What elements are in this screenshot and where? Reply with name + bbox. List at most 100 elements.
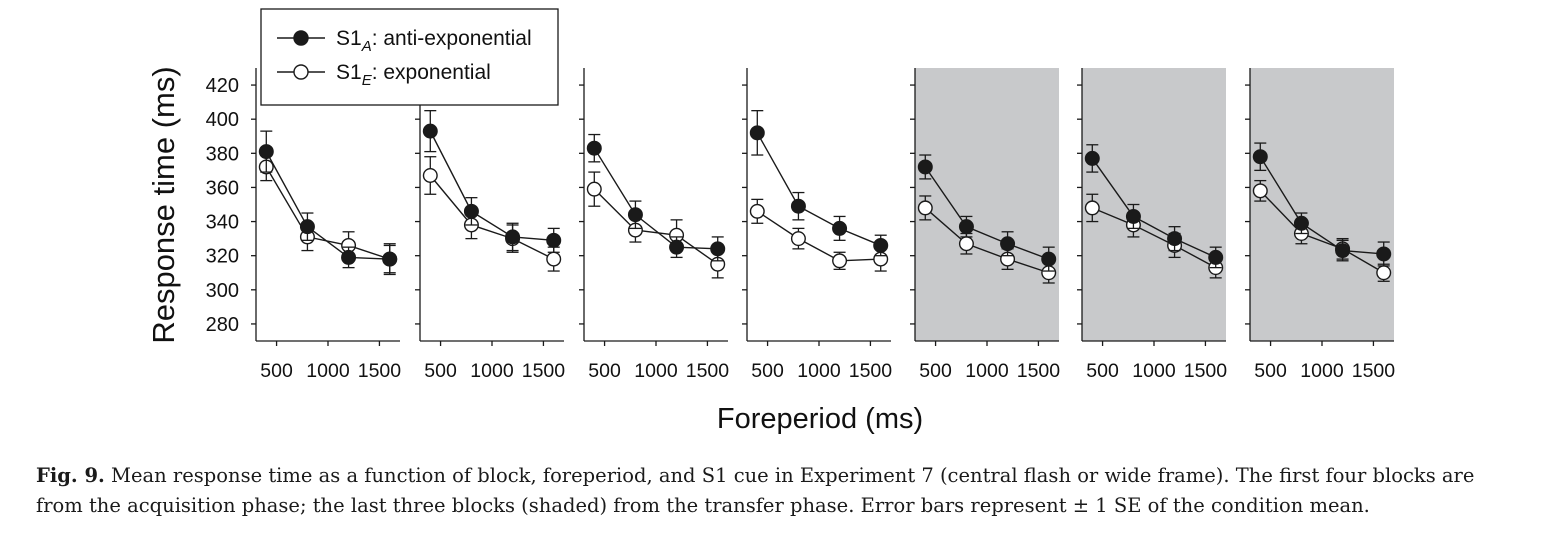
x-tick-label: 1500 [1352,360,1396,382]
series-exponential [917,195,1057,284]
panels-layer: 500 1000 1500 500 1000 1500 500 1000 1500 500 1000… [251,68,1395,382]
series-anti-exponential [586,133,726,262]
x-tick-label: 500 [751,360,784,382]
caption-text: Mean response time as a function of bloc… [36,464,1475,517]
data-point [1293,215,1309,231]
panel-2: 500 1000 1500 [415,68,565,382]
x-tick-label: 1000 [306,360,350,382]
series-line [1259,190,1385,274]
data-point [790,231,806,247]
data-point [917,200,933,216]
panel-1: 500 1000 1500 [251,68,401,382]
data-point [586,140,602,156]
data-point [422,167,438,183]
transfer-shading [915,68,1059,341]
data-point [1376,265,1392,281]
series-line [265,166,390,260]
data-point [749,125,765,141]
data-point [1335,243,1351,259]
series-line [924,207,1049,274]
y-tick-label: 380 [206,143,239,165]
series-exponential [586,171,726,279]
legend-box [260,8,559,106]
x-tick-label: 500 [1086,360,1119,382]
series-line [1091,158,1217,259]
data-point [1208,249,1224,265]
data-point [1252,183,1268,199]
data-point [669,239,685,255]
data-point [1167,231,1183,247]
data-point [586,181,602,197]
series-anti-exponential [422,110,562,253]
series-line [924,166,1049,260]
series-line [593,188,719,265]
data-point [958,236,974,252]
data-point [1125,208,1141,224]
data-point [627,207,643,223]
y-tick-label: 280 [206,314,239,336]
x-tick-label: 1500 [358,360,402,382]
transfer-shading [1082,68,1226,341]
data-point [546,232,562,248]
series-exponential [422,156,562,272]
data-point [1084,150,1100,166]
data-point [258,144,274,160]
x-tick-label: 1000 [470,360,514,382]
data-point [1252,149,1268,165]
series-line [593,147,718,250]
series-exponential [749,198,889,272]
legend-marker [293,30,309,46]
y-tick-label: 420 [206,75,239,97]
data-point [546,251,562,267]
data-point [341,249,357,265]
y-axis: 280 300 320 340 360 380 400 420 [206,75,239,336]
y-tick-label: 300 [206,280,239,302]
x-tick-label: 1500 [1017,360,1061,382]
caption-label: Fig. 9. [36,464,105,487]
x-tick-label: 1500 [522,360,566,382]
x-tick-label: 1000 [965,360,1009,382]
data-point [299,219,315,235]
data-point [749,203,765,219]
data-point [1000,236,1016,252]
legend-label: S1E: exponential [336,61,491,89]
legend-entry-2: S1E: exponential [277,61,491,89]
x-tick-label: 500 [588,360,621,382]
x-tick-label: 1500 [849,360,893,382]
data-point [1376,246,1392,262]
series-exponential [258,152,398,276]
series-line [429,130,554,242]
y-tick-label: 400 [206,109,239,131]
data-point [710,241,726,257]
x-tick-label: 1000 [634,360,678,382]
panel-3: 500 1000 1500 [579,68,729,382]
series-line [1092,207,1217,269]
data-point [873,237,889,253]
series-anti-exponential [917,154,1057,272]
y-tick-label: 320 [206,246,239,268]
data-point [463,203,479,219]
data-point [1084,200,1100,216]
panel-6: 500 1000 1500 [1077,68,1227,382]
series-line [1259,156,1384,255]
series-anti-exponential [749,110,889,257]
data-point [917,159,933,175]
panel-4: 500 1000 1500 [742,68,892,382]
series-anti-exponential [258,130,398,274]
figure-caption: Fig. 9. Mean response time as a function… [36,461,1516,521]
legend-marker [293,64,309,80]
legend: S1A: anti-exponential S1E: exponential [260,8,559,106]
data-point [832,253,848,269]
y-tick-label: 360 [206,177,239,199]
series-anti-exponential [1084,144,1224,269]
y-axis-title: Response time (ms) [146,66,181,343]
series-line [265,151,390,260]
series-anti-exponential [1252,142,1392,267]
panel-7: 500 1000 1500 [1245,68,1395,382]
data-point [1041,251,1057,267]
response-time-chart: 500 1000 1500 500 1000 1500 500 1000 1500 500 1000… [146,8,1395,435]
panel-5: 500 1000 1500 [910,68,1060,382]
data-point [382,251,398,267]
x-tick-label: 1500 [686,360,730,382]
data-point [505,229,521,245]
